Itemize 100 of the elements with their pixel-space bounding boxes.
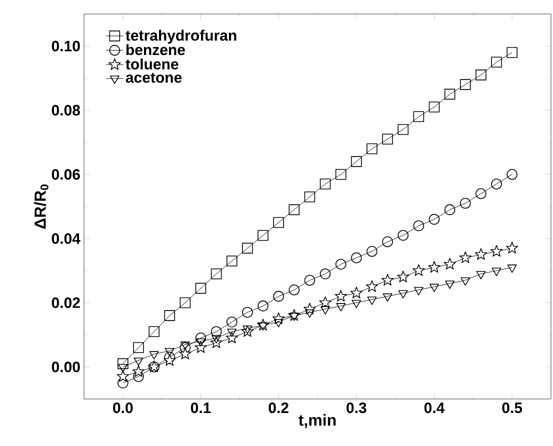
point	[459, 251, 472, 264]
y-tick-label: 0.04	[52, 233, 80, 244]
point	[351, 252, 362, 264]
point	[210, 268, 222, 280]
point	[242, 242, 253, 254]
point	[164, 354, 176, 366]
point	[195, 282, 206, 294]
legend-label: toluene	[126, 58, 178, 70]
point	[164, 348, 174, 356]
point	[428, 261, 440, 273]
x-tick-label: 0.1	[190, 402, 211, 414]
point	[428, 102, 440, 112]
point	[133, 342, 144, 354]
x-tick-label: 0.2	[268, 402, 288, 414]
point	[506, 169, 518, 180]
y-tick-label: 0.06	[52, 169, 80, 180]
point	[132, 365, 145, 377]
point	[444, 204, 456, 216]
point	[288, 284, 300, 296]
point	[320, 178, 331, 190]
y-tick-label: 0.08	[52, 104, 80, 116]
point	[304, 309, 314, 318]
point	[428, 214, 440, 225]
x-tick-label: 0.5	[502, 402, 522, 414]
point	[381, 274, 394, 286]
point	[319, 296, 332, 308]
point	[180, 342, 191, 354]
point	[320, 306, 330, 315]
point	[366, 280, 378, 292]
y-tick-label: 0.10	[52, 40, 80, 52]
point	[398, 290, 408, 299]
point	[273, 217, 284, 228]
x-tick-label: 0.4	[424, 402, 445, 414]
point	[460, 79, 471, 90]
point	[352, 300, 362, 308]
point	[507, 264, 517, 273]
point	[366, 246, 378, 257]
point	[366, 143, 378, 154]
point	[490, 245, 503, 257]
point	[414, 287, 424, 296]
point	[335, 258, 346, 270]
point	[413, 111, 424, 122]
point	[350, 286, 363, 298]
point	[335, 169, 346, 180]
point	[304, 274, 316, 286]
x-tick-label: 0.3	[346, 402, 366, 414]
point	[118, 364, 128, 372]
point	[195, 332, 206, 344]
point	[445, 280, 455, 289]
point	[382, 293, 392, 302]
point	[506, 47, 518, 58]
point	[412, 264, 425, 276]
point	[149, 351, 159, 360]
point	[226, 332, 238, 344]
point	[351, 156, 362, 167]
point	[242, 326, 252, 334]
point	[288, 204, 300, 216]
point	[179, 348, 192, 360]
point	[258, 322, 268, 331]
x-tick-label: 0.0	[113, 402, 133, 414]
point	[258, 230, 268, 241]
point	[226, 316, 238, 328]
point	[196, 338, 206, 347]
point	[227, 328, 237, 338]
point	[444, 88, 456, 100]
point	[258, 300, 268, 312]
point	[398, 230, 409, 241]
point	[430, 284, 439, 292]
point	[148, 326, 160, 338]
point	[506, 242, 518, 254]
point	[116, 370, 130, 382]
point	[382, 236, 393, 248]
y-tick-label: 0.02	[52, 297, 80, 308]
point	[273, 290, 284, 302]
point	[336, 303, 346, 312]
point	[210, 336, 222, 348]
point	[476, 70, 486, 80]
point	[164, 310, 176, 321]
x-axis-title: t,min	[298, 414, 336, 428]
point	[491, 56, 502, 68]
legend-label: benzene	[126, 44, 185, 56]
point	[320, 268, 331, 280]
point	[476, 270, 486, 280]
point	[491, 178, 502, 190]
y-tick-label: 0.00	[52, 362, 80, 372]
point	[474, 248, 488, 260]
point	[397, 270, 410, 282]
point	[367, 296, 377, 305]
point	[242, 306, 253, 318]
legend-label: acetone	[126, 72, 182, 83]
point	[212, 335, 222, 344]
legend-label: tetrahydrofuran	[126, 30, 236, 44]
point	[413, 220, 424, 232]
point	[304, 191, 316, 202]
point	[444, 258, 456, 270]
point	[334, 290, 347, 302]
point	[274, 319, 284, 328]
point	[118, 358, 128, 370]
point	[194, 341, 207, 353]
point	[492, 268, 502, 276]
